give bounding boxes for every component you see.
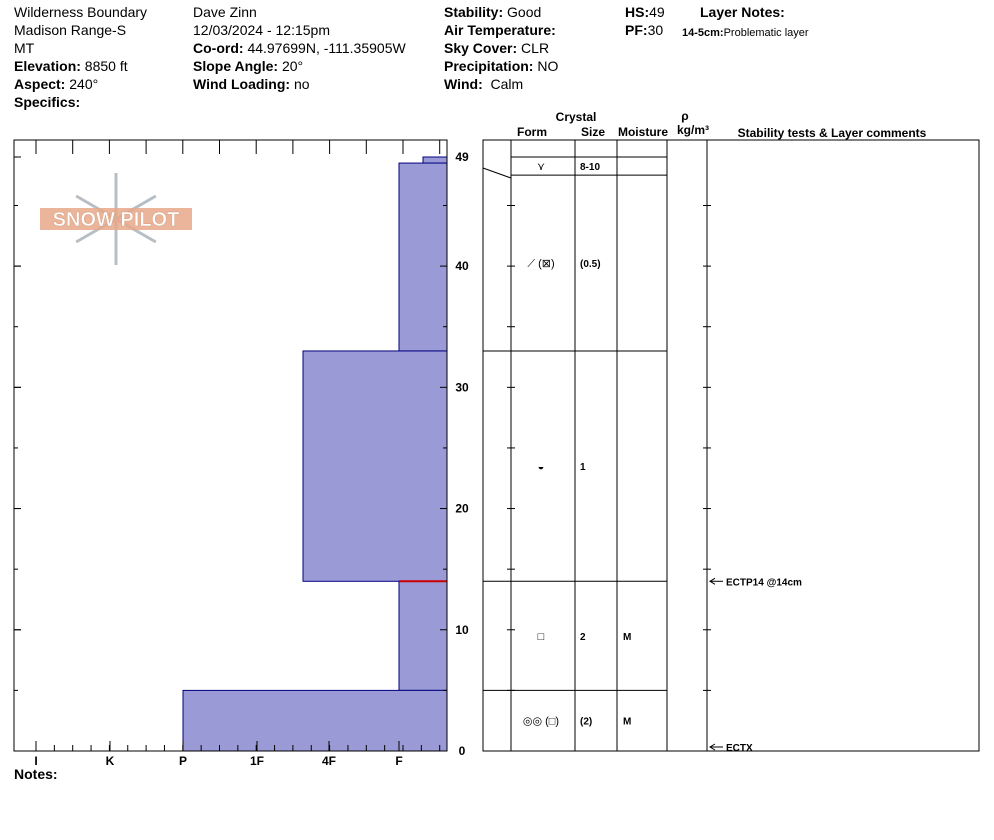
hardness-bar [422,156,448,164]
header-moisture: Moisture [618,125,668,139]
header-rho: ρ [681,109,688,123]
hardness-tick-label: I [34,754,37,768]
hardness-frame: I K P 1F 4F F 0 10 20 30 40 49 [13,139,469,768]
header-comments: Stability tests & Layer comments [738,126,927,140]
observation-info: Dave Zinn 12/03/2024 - 12:15pm Co-ord: 4… [193,3,406,93]
grain-size: (2) [580,717,592,728]
hardness-bar [398,580,448,691]
layer-notes: Layer Notes: [700,3,785,21]
depth-tick-label: 0 [459,744,466,758]
header-crystal: Crystal [556,110,597,124]
depth-tick-label: 20 [455,502,469,516]
sky-cover: Sky Cover: CLR [444,40,550,56]
conditions-info: Stability: Good Air Temperature: Sky Cov… [444,3,558,93]
hardness-bar [302,350,448,582]
hardness-profile [182,156,448,752]
observer: Dave Zinn [193,4,257,20]
hardness-bar [182,689,448,752]
notes-label: Notes: [14,766,58,782]
air-temperature: Air Temperature: [444,22,556,38]
logo-banner [40,208,192,230]
layer-note-item: 14-5cm:Problematic layer [682,22,809,42]
wind-loading: Wind Loading: no [193,76,310,92]
coordinates: Co-ord: 44.97699N, -111.35905W [193,40,406,56]
hs: HS:49 [625,4,665,20]
layer-note-text: Problematic layer [723,27,809,39]
elevation: Elevation: 8850 ft [14,58,128,74]
grain-form-symbol: ⟋ (⊠) [527,258,554,270]
depth-tick-label: 40 [455,259,469,273]
grain-size: 8-10 [580,162,600,173]
depth-tick-label: 30 [455,380,469,394]
hardness-tick-label: K [106,754,115,768]
stability: Stability: Good [444,4,542,20]
grain-moisture: M [623,717,631,728]
grain-moisture: M [623,632,631,643]
table-border [482,139,980,752]
grain-table: Crystal Form Size Moisture ρkg/m³ Stability t… [482,109,980,754]
hardness-tick-label: P [179,754,187,768]
layer-note-range: 14-5cm: [682,27,724,39]
grain-form-symbol: ◒ [538,461,545,473]
specifics: Specifics: [14,94,81,110]
grain-form-symbol: ⋎ [537,161,545,173]
stability-test-label: ECTX [726,743,753,754]
depth-tick-label: 10 [455,623,469,637]
mountain-range: Madison Range-S [14,22,127,38]
header-density-unit: kg/m³ [677,123,709,137]
hardness-tick-label: 4F [322,754,336,768]
grain-size: 1 [580,462,586,473]
location-name: Wilderness Boundary [14,4,148,20]
hardness-bar [398,162,448,352]
pf: PF:30 [625,22,664,38]
precipitation: Precipitation: NO [444,58,559,74]
layer-notes-label: Layer Notes: [700,4,785,20]
grain-form-symbol: □ [538,631,545,643]
aspect: Aspect: 240° [14,76,99,92]
stability-test-label: ECTP14 @14cm [726,577,802,588]
state: MT [14,40,35,56]
datetime: 12/03/2024 - 12:15pm [193,22,330,38]
wind: Wind: Calm [444,76,524,92]
depth-info: HS:49 PF:30 [625,3,665,39]
boundary-connector [482,167,512,179]
logo-text: SNOW PILOT [53,209,180,231]
slope-angle: Slope Angle: 20° [193,58,304,74]
grain-size: (0.5) [580,259,601,270]
location-info: Wilderness Boundary Madison Range-S MT E… [14,3,147,111]
hardness-tick-label: F [395,754,402,768]
stability-arrowhead [709,577,716,585]
grain-form-symbol: ◎◎ (□) [523,716,559,728]
stability-arrowhead [709,743,716,751]
hardness-tick-label: 1F [250,754,264,768]
snowpilot-logo: SNOW PILOT [40,173,192,265]
header-form: Form [517,125,547,139]
depth-tick-label: 49 [455,150,469,164]
header-size: Size [581,125,605,139]
hardness-frame-border [13,139,448,752]
grain-size: 2 [580,632,586,643]
